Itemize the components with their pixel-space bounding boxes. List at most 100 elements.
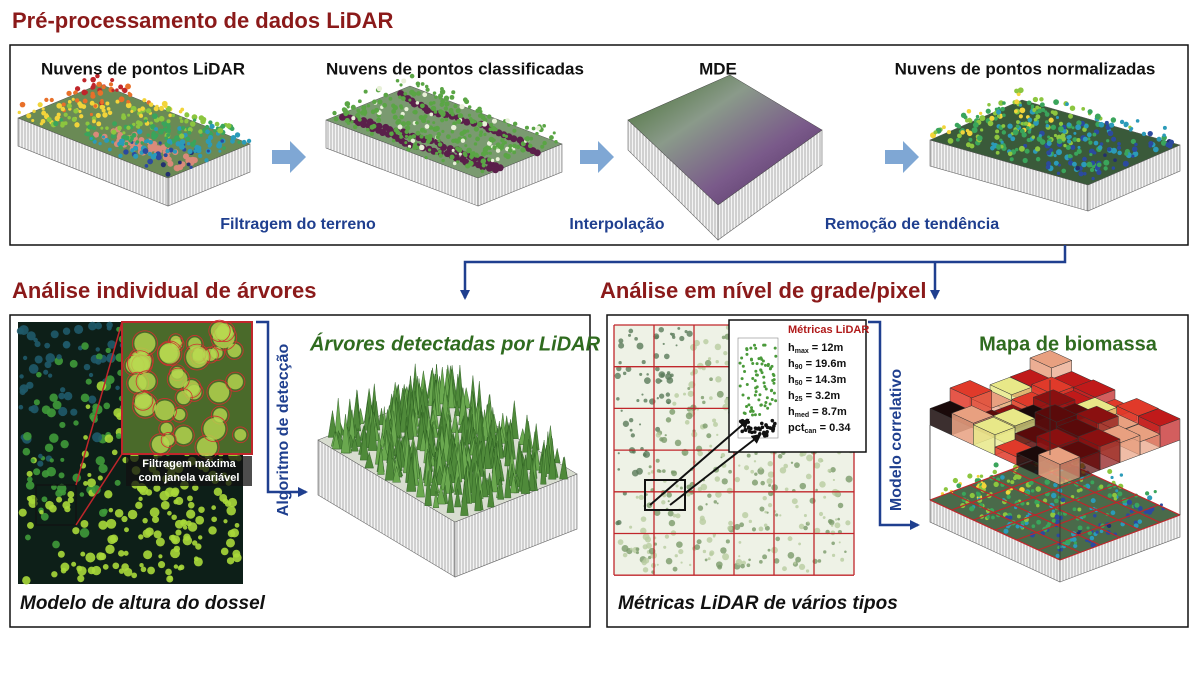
point-cloud-dot: [489, 123, 494, 128]
tree-illustrations: [16, 319, 578, 585]
point-cloud-dot: [192, 118, 197, 122]
point-cloud-dot: [241, 139, 247, 145]
canopy-dot: [803, 513, 807, 518]
point-cloud-dot: [465, 163, 471, 169]
step-label: Nuvens de pontos LiDAR: [41, 59, 245, 78]
canopy-dot: [803, 525, 808, 531]
ground-dot: [423, 107, 431, 115]
chm-crown: [49, 433, 59, 443]
point-cloud-dot: [426, 120, 431, 124]
metric-subscript: can: [805, 428, 817, 435]
point-cloud-dot: [1153, 490, 1157, 494]
sample-dot: [759, 356, 763, 360]
tree-spike: [428, 476, 439, 496]
point-cloud-dot: [1076, 138, 1081, 143]
point-cloud-dot: [404, 134, 409, 138]
sample-dot: [773, 421, 777, 426]
point-cloud-dot: [405, 120, 411, 126]
point-cloud-dot: [1035, 114, 1041, 120]
point-cloud-dot: [424, 124, 430, 129]
chm-crown: [159, 490, 170, 501]
point-cloud-dot: [1083, 123, 1089, 129]
point-cloud-dot: [491, 118, 498, 124]
point-cloud-dot: [462, 97, 468, 103]
metric-symbol: h: [788, 358, 795, 370]
point-cloud-dot: [989, 115, 995, 121]
point-cloud-dot: [955, 137, 960, 142]
canopy-dot: [706, 537, 713, 543]
point-cloud-dot: [996, 145, 1001, 150]
biomass-cube-top: [1137, 408, 1181, 427]
tree-spike: [559, 457, 568, 480]
result-label: Mapa de biomassa: [979, 333, 1158, 355]
canopy-dot: [653, 353, 660, 359]
point-cloud-dot: [208, 120, 213, 125]
chm-crown: [195, 515, 205, 525]
point-cloud-dot: [177, 129, 182, 135]
chm-crown: [175, 496, 184, 506]
point-cloud-dot: [531, 126, 536, 131]
point-cloud-dot: [1035, 486, 1042, 492]
canopy-dot: [686, 330, 693, 337]
chm-crown: [223, 519, 228, 524]
point-cloud-dot: [1077, 145, 1081, 149]
point-cloud-dot: [63, 121, 68, 126]
chm-crown: [104, 434, 114, 443]
point-cloud-dot: [1081, 161, 1087, 168]
point-cloud-dot: [542, 124, 546, 128]
point-cloud-dot: [946, 129, 952, 135]
point-cloud-dot: [1097, 145, 1103, 150]
chm-crown: [175, 529, 182, 536]
point-cloud-dot: [179, 144, 185, 150]
point-cloud-dot: [1023, 121, 1029, 126]
chm-crown: [85, 378, 92, 385]
point-cloud-dot: [477, 121, 483, 128]
point-cloud-dot: [74, 122, 80, 128]
sample-dot: [750, 430, 754, 435]
chm-crown: [69, 359, 78, 368]
point-cloud-dot: [166, 124, 171, 129]
point-cloud-dot: [406, 147, 411, 152]
canopy-dot: [767, 502, 773, 508]
point-cloud-dot: [1039, 97, 1044, 102]
metric-value: = 12m: [809, 342, 844, 354]
point-cloud-dot: [143, 139, 148, 144]
chm-crown: [234, 522, 240, 528]
point-cloud-dot: [136, 128, 143, 135]
point-cloud-dot: [485, 145, 490, 150]
point-cloud-dot: [148, 140, 153, 145]
chm-crown: [171, 514, 177, 521]
point-cloud-dot: [1002, 101, 1006, 105]
point-cloud-dot: [451, 138, 456, 143]
canopy-dot: [722, 403, 729, 411]
point-cloud-dot: [369, 131, 374, 136]
point-cloud-dot: [1085, 484, 1091, 490]
sample-dot: [771, 427, 776, 431]
tree-spike: [359, 425, 369, 461]
point-cloud-dot: [355, 112, 361, 118]
canopy-dot: [748, 519, 753, 524]
canopy-dot: [830, 467, 836, 473]
point-cloud-dot: [45, 113, 49, 117]
point-cloud-dot: [374, 107, 380, 113]
canopy-dot: [830, 530, 836, 536]
chm-crown: [225, 538, 235, 548]
canopy-dot: [678, 548, 684, 555]
point-cloud-dot: [398, 95, 402, 99]
chm-crown: [34, 355, 43, 364]
chm-crown: [124, 527, 129, 533]
point-cloud-dot: [1026, 502, 1030, 506]
point-cloud-dot: [1077, 507, 1082, 512]
canopy-dot: [713, 421, 718, 427]
canopy-dot: [689, 563, 692, 567]
point-cloud-dot: [992, 469, 998, 475]
point-cloud-dot: [1147, 131, 1153, 137]
canopy-dot: [806, 454, 813, 462]
point-cloud-dot: [98, 133, 102, 137]
point-cloud-dot: [220, 139, 224, 143]
canopy-dot: [693, 339, 700, 347]
point-cloud-dot: [478, 133, 483, 137]
tree-spike: [520, 454, 531, 494]
point-cloud-dot: [480, 158, 487, 164]
point-cloud-dot: [1076, 148, 1082, 155]
